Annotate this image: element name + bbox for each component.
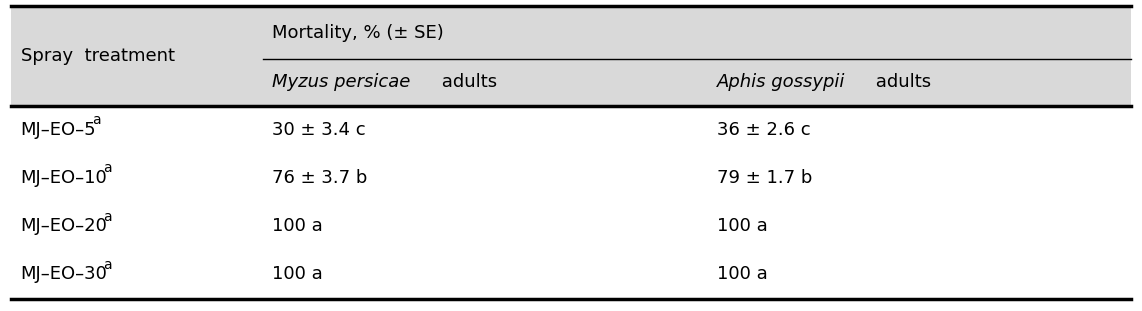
Text: MJ–EO–5: MJ–EO–5 bbox=[21, 121, 96, 139]
Text: Mortality, % (± SE): Mortality, % (± SE) bbox=[272, 24, 443, 42]
Text: 100 a: 100 a bbox=[717, 217, 767, 235]
Text: MJ–EO–10: MJ–EO–10 bbox=[21, 169, 107, 187]
Text: Myzus persicae: Myzus persicae bbox=[272, 73, 410, 91]
Text: 100 a: 100 a bbox=[717, 266, 767, 283]
Text: a: a bbox=[103, 161, 112, 175]
Text: 79 ± 1.7 b: 79 ± 1.7 b bbox=[717, 169, 813, 187]
Text: 76 ± 3.7 b: 76 ± 3.7 b bbox=[272, 169, 368, 187]
Text: 100 a: 100 a bbox=[272, 217, 322, 235]
FancyBboxPatch shape bbox=[11, 59, 1131, 106]
Text: 100 a: 100 a bbox=[272, 266, 322, 283]
Text: 36 ± 2.6 c: 36 ± 2.6 c bbox=[717, 121, 811, 139]
Text: 30 ± 3.4 c: 30 ± 3.4 c bbox=[272, 121, 365, 139]
Text: Spray  treatment: Spray treatment bbox=[21, 47, 175, 65]
Text: MJ–EO–30: MJ–EO–30 bbox=[21, 266, 107, 283]
FancyBboxPatch shape bbox=[11, 106, 1131, 154]
Text: adults: adults bbox=[870, 73, 932, 91]
Text: a: a bbox=[103, 258, 112, 272]
FancyBboxPatch shape bbox=[11, 202, 1131, 250]
FancyBboxPatch shape bbox=[11, 250, 1131, 299]
FancyBboxPatch shape bbox=[11, 6, 1131, 59]
Text: adults: adults bbox=[436, 73, 498, 91]
Text: Aphis gossypii: Aphis gossypii bbox=[717, 73, 845, 91]
Text: a: a bbox=[103, 210, 112, 224]
FancyBboxPatch shape bbox=[11, 154, 1131, 202]
Text: MJ–EO–20: MJ–EO–20 bbox=[21, 217, 107, 235]
Text: a: a bbox=[93, 113, 102, 127]
